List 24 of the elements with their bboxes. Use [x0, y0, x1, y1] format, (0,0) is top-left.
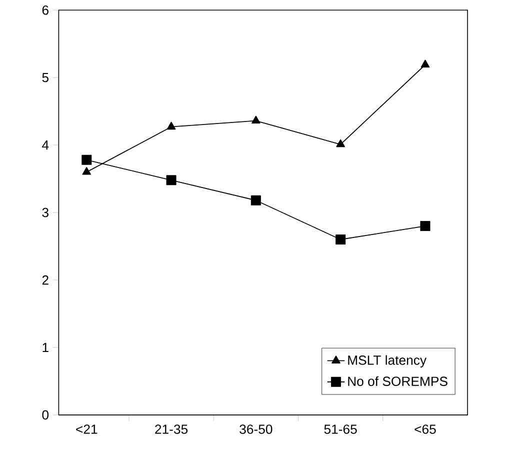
point — [166, 174, 176, 185]
y-tick-label: 6 — [42, 5, 48, 15]
x-tick-label: 36-50 — [240, 424, 272, 434]
y-tick-label: 1 — [42, 342, 48, 352]
y-tick-label: 4 — [42, 140, 49, 150]
point — [420, 60, 430, 68]
x-tick-label: <65 — [414, 424, 436, 434]
x-tick-label: <21 — [76, 424, 98, 434]
point — [420, 220, 430, 231]
y-tick-label: 2 — [42, 275, 48, 284]
point — [252, 116, 260, 124]
point — [82, 154, 92, 165]
point — [336, 234, 346, 244]
x-tick-label: 21-35 — [155, 424, 188, 434]
point — [82, 166, 92, 175]
y-tick-label: 0 — [42, 410, 49, 420]
point — [250, 195, 261, 206]
y-tick-label: 3 — [42, 208, 48, 218]
point — [166, 122, 176, 130]
point — [336, 139, 345, 147]
legend-label: MSLT latency — [348, 355, 427, 368]
legend-label: No of SOREMPS — [348, 376, 448, 386]
x-tick-label: 51-65 — [324, 424, 357, 434]
y-tick-label: 5 — [42, 72, 48, 82]
